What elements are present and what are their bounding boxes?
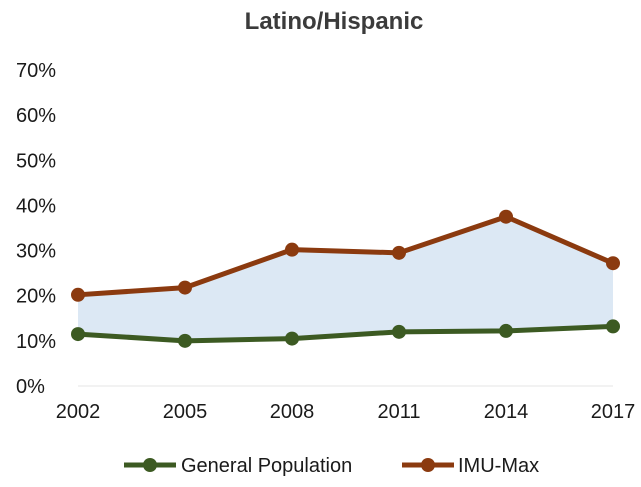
x-tick-label: 2008 — [270, 401, 315, 423]
x-tick-label: 2017 — [591, 401, 636, 423]
legend-label: IMU-Max — [458, 455, 539, 477]
y-tick-label: 30% — [16, 241, 56, 263]
data-point — [392, 245, 406, 260]
x-tick-label: 2005 — [163, 401, 208, 423]
series-layer — [71, 209, 620, 348]
chart-title: Latino/Hispanic — [245, 8, 424, 35]
data-point — [499, 209, 513, 224]
x-tick-label: 2011 — [377, 401, 420, 423]
legend-marker — [143, 458, 157, 472]
x-axis-ticks: 2002 2005 2008 2011 2014 2017 — [56, 401, 636, 423]
series-line — [77, 323, 614, 344]
series-line — [77, 214, 614, 298]
data-point — [71, 327, 85, 342]
y-tick-label: 60% — [16, 105, 56, 127]
y-tick-label: 50% — [16, 150, 56, 172]
data-point — [606, 319, 620, 334]
data-point — [606, 256, 620, 271]
legend-marker — [421, 458, 435, 472]
shaded-band — [78, 216, 613, 341]
y-axis-ticks: 0% 10% 20% 30% 40% 50% 60% 70% — [16, 60, 56, 398]
y-tick-label: 20% — [16, 286, 56, 308]
y-tick-label: 70% — [16, 60, 56, 82]
data-point — [392, 324, 406, 339]
data-point — [71, 287, 85, 302]
y-tick-label: 40% — [16, 195, 56, 217]
data-point — [178, 333, 192, 348]
data-point — [285, 242, 299, 257]
legend-label: General Population — [181, 455, 352, 477]
data-point — [499, 323, 513, 338]
legend: General Population IMU-Max — [124, 455, 539, 477]
data-point — [285, 331, 299, 346]
x-tick-label: 2014 — [484, 401, 529, 423]
x-tick-label: 2002 — [56, 401, 101, 423]
data-point — [178, 280, 192, 295]
y-tick-label: 0% — [16, 376, 45, 398]
y-tick-label: 10% — [16, 331, 56, 353]
